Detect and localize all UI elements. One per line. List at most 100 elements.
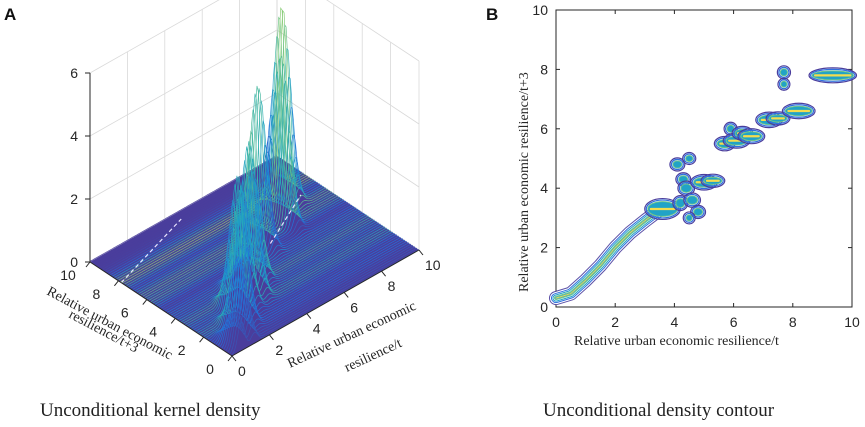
panel-b-x-tick-label: 6 <box>730 314 738 330</box>
panel-b-x-tick-label: 2 <box>611 314 619 330</box>
panel-b-contour-blob-inner <box>779 68 788 77</box>
panel-b-contour-blob-inner <box>685 155 694 162</box>
panel-b-contour-blob-outer <box>765 111 791 126</box>
panel-a-mesh-line <box>110 114 298 276</box>
panel-a-mesh-line <box>124 23 312 285</box>
panel-b-x-tick-label: 0 <box>552 314 560 330</box>
panel-b-contour-plot: 0 2 4 6 8 10 0 2 4 6 8 10 <box>532 2 860 330</box>
panel-a-y-tick-label: 10 <box>60 267 76 283</box>
panel-a-x-tick <box>269 334 274 341</box>
panel-b-contour-blob-mid <box>767 112 789 125</box>
panel-a-mesh-line <box>136 90 324 293</box>
panel-b-contour-blob-inner <box>780 80 788 88</box>
panel-a-mesh-line <box>162 203 351 311</box>
panel-a-x-tick <box>306 313 312 319</box>
panel-a-x-tick-label: 6 <box>350 299 358 315</box>
panel-a-mesh-line <box>177 179 365 320</box>
panel-a-y-tick <box>85 261 91 268</box>
panel-b-y-tick-label: 10 <box>532 2 548 18</box>
panel-b-contour-blob-outer <box>776 65 792 80</box>
panel-b-contour-blob-outer <box>682 211 696 225</box>
panel-a-mesh-line <box>193 204 381 331</box>
panel-b-caption: Unconditional density contour <box>543 400 775 421</box>
panel-a-mesh-line <box>187 158 375 327</box>
panel-b-contour-blob-mid <box>701 175 724 187</box>
panel-a-mesh-line <box>138 71 326 294</box>
panel-a-x-tick-label: 4 <box>313 321 321 337</box>
panel-a-x-tick-label: 8 <box>388 278 396 294</box>
panel-a-mesh-line <box>89 155 278 262</box>
panel-a-y-tick-label: 8 <box>93 286 101 302</box>
panel-a-mesh-line <box>93 157 282 265</box>
panel-b-contour-blob-outer <box>808 67 858 84</box>
panel-a-back-wall <box>90 0 277 262</box>
panel-a-side-wall <box>277 0 419 250</box>
panel-a-mesh-line <box>144 63 332 298</box>
panel-a-mesh-line <box>120 7 308 282</box>
panel-a-mesh-line <box>102 163 290 270</box>
panel-a-floor-streak <box>269 194 302 244</box>
panel-a-z-tick-label: 0 <box>70 254 78 270</box>
panel-a-y-tick-label: 2 <box>178 342 186 358</box>
panel-a-mesh-line <box>221 242 410 349</box>
panel-a-mesh-line <box>118 16 306 281</box>
panel-a-mesh-line <box>134 114 322 292</box>
panel-b-contour-blob-mid <box>778 79 789 90</box>
panel-b-contour-blob-outer <box>682 151 697 166</box>
panel-a-mesh-line <box>229 247 418 354</box>
panel-a-mesh-line <box>189 178 377 328</box>
panel-b-y-tick-label: 0 <box>540 299 548 315</box>
panel-b-y-tick-label: 6 <box>540 121 548 137</box>
panel-b-y-tick-label: 2 <box>540 240 548 256</box>
panel-a-y-tick <box>227 355 233 362</box>
panel-b-contour-blob-mid <box>738 129 764 143</box>
panel-a-mesh-line <box>231 249 420 355</box>
panel-b-contour-blob-inner <box>686 195 698 205</box>
panel-a-mesh-line <box>219 241 407 347</box>
panel-a-y-tick <box>142 299 148 305</box>
panel-a-y-axis <box>89 261 233 357</box>
panel-a-x-tick-label: 0 <box>238 363 246 379</box>
panel-b-contour-blob-outer <box>781 102 816 120</box>
panel-a-mesh-line <box>205 202 393 339</box>
panel-b-contour-blob-inner <box>672 160 683 169</box>
panel-b-y-tick-label: 4 <box>540 180 548 196</box>
panel-b-y-tick-label: 8 <box>540 61 548 77</box>
panel-a-y-tick-label: 0 <box>206 361 214 377</box>
panel-b-ylabel: Relative urban economic resilience/t+3 <box>517 72 532 292</box>
panel-a-mesh-line <box>183 141 371 324</box>
panel-a-mesh-line <box>181 146 369 323</box>
panel-a-mesh-line <box>116 35 304 280</box>
panel-b-xlabel: Relative urban economic resilience/t <box>574 334 779 349</box>
panel-a-y-tick <box>114 280 119 287</box>
panel-b-contour-blob-mid <box>691 206 705 218</box>
panel-a-x-tick-label: 2 <box>275 342 283 358</box>
panel-b-contour-blob-mid <box>684 212 695 223</box>
panel-a-floor-streak <box>120 218 182 284</box>
panel-a-y-tick <box>170 318 176 324</box>
panel-b-contour-blob-mid <box>778 66 790 79</box>
panel-a-mesh-line <box>112 89 300 277</box>
panel-b-x-tick-label: 4 <box>671 314 679 330</box>
panel-a-mesh-line <box>179 160 367 321</box>
panel-a-z-tick-label: 6 <box>70 65 78 81</box>
panel-a-x-tick <box>381 270 386 277</box>
panel-b-contour-blob-inner <box>693 207 704 217</box>
panel-a-x-tick <box>418 249 424 256</box>
panel-b-contour-blob-outer <box>777 77 791 91</box>
panel-a-mesh-line <box>217 239 405 346</box>
panel-b-contour-blob-mid <box>670 158 684 171</box>
panel-b-x-tick-label: 8 <box>789 314 797 330</box>
panel-a-label: A <box>4 5 16 24</box>
panel-a-mesh-line <box>168 175 357 315</box>
panel-a-y-tick <box>199 336 204 343</box>
panel-a-z-tick-label: 4 <box>70 128 78 144</box>
panel-a-mesh-line <box>128 76 316 288</box>
panel-a-mesh-line <box>195 199 383 332</box>
panel-a-mesh-line <box>108 136 296 274</box>
panel-a-x-axis <box>231 249 420 357</box>
panel-a-caption: Unconditional kernel density <box>40 400 261 421</box>
panel-b-x-tick-label: 10 <box>844 314 860 330</box>
